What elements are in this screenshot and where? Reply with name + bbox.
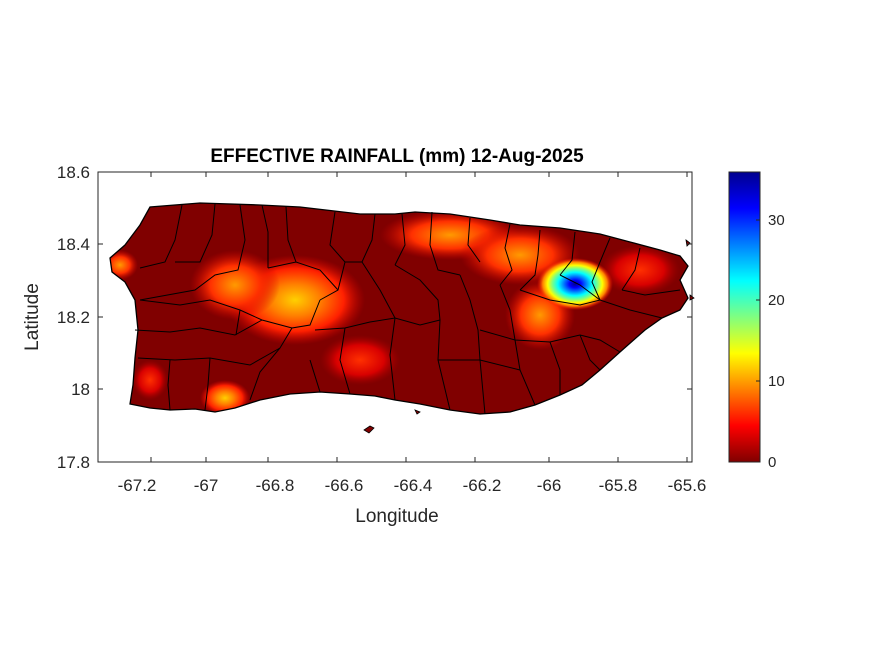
rain-zone-southwest-corner — [132, 360, 168, 400]
x-tick-label: -65.8 — [599, 476, 638, 495]
x-tick-label: -67 — [194, 476, 219, 495]
x-tick-label: -66 — [537, 476, 562, 495]
colorbar-gradient — [728, 171, 761, 463]
rainfall-field — [110, 203, 688, 414]
municipality-boundaries — [109, 202, 689, 415]
y-tick-label: 18.6 — [57, 163, 90, 182]
x-axis: -67.2 -67 -66.8 -66.6 -66.4 -66.2 -66 -6… — [118, 172, 707, 527]
colorbar-tick-label: 10 — [768, 373, 785, 390]
colorbar: 0 10 20 30 — [728, 171, 785, 471]
map-title: EFFECTIVE RAINFALL (mm) 12-Aug-2025 — [210, 146, 584, 167]
y-tick-label: 17.8 — [57, 453, 90, 472]
rain-zone-west — [190, 250, 280, 320]
x-axis-title: Longitude — [355, 506, 438, 527]
y-tick-label: 18.2 — [57, 308, 90, 327]
x-tick-label: -66.4 — [394, 476, 433, 495]
colorbar-tick-label: 20 — [768, 292, 785, 309]
y-tick-label: 18 — [71, 380, 90, 399]
y-axis: 18.6 18.4 18.2 18 17.8 Latitude — [22, 163, 692, 472]
rain-zone-east — [600, 245, 680, 295]
colorbar-tick-label: 0 — [768, 454, 776, 471]
rain-zone-south-central — [320, 335, 400, 385]
y-tick-label: 18.4 — [57, 235, 90, 254]
y-axis-title: Latitude — [22, 283, 43, 351]
x-tick-label: -65.6 — [668, 476, 707, 495]
x-tick-label: -67.2 — [118, 476, 157, 495]
x-tick-label: -66.8 — [256, 476, 295, 495]
rain-maximum-luquillo — [537, 258, 613, 310]
x-tick-label: -66.2 — [463, 476, 502, 495]
colorbar-tick-label: 30 — [768, 212, 785, 229]
x-tick-label: -66.6 — [325, 476, 364, 495]
